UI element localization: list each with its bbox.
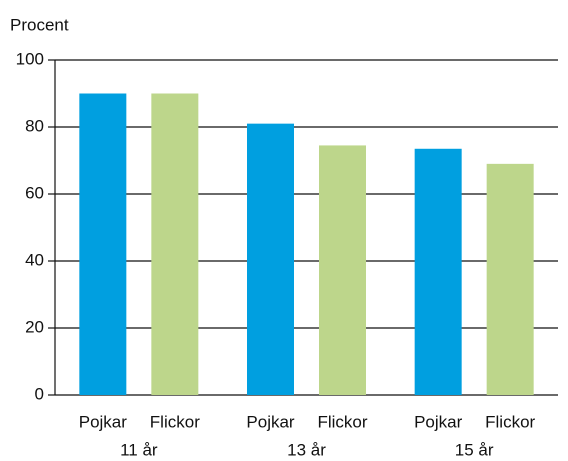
x-category-label: 13 år <box>287 440 326 459</box>
y-tick-label: 20 <box>25 317 44 336</box>
x-category-label: 15 år <box>455 440 494 459</box>
bar <box>151 93 199 395</box>
bar <box>319 145 366 395</box>
series-label: Flickor <box>485 412 535 431</box>
y-tick-label: 40 <box>25 250 44 269</box>
series-label: Flickor <box>317 412 367 431</box>
x-category-label: 11 år <box>120 440 158 459</box>
y-axis-title: Procent <box>10 15 69 34</box>
bar <box>79 93 127 395</box>
bar <box>414 148 462 395</box>
series-label: Pojkar <box>414 412 463 431</box>
bar <box>486 163 534 395</box>
series-label: Pojkar <box>246 412 295 431</box>
series-label: Pojkar <box>79 412 128 431</box>
y-tick-label: 100 <box>16 49 44 68</box>
bar <box>247 123 294 396</box>
y-tick-label: 0 <box>35 384 44 403</box>
y-tick-label: 80 <box>25 116 44 135</box>
y-tick-label: 60 <box>25 183 44 202</box>
series-label: Flickor <box>150 412 200 431</box>
